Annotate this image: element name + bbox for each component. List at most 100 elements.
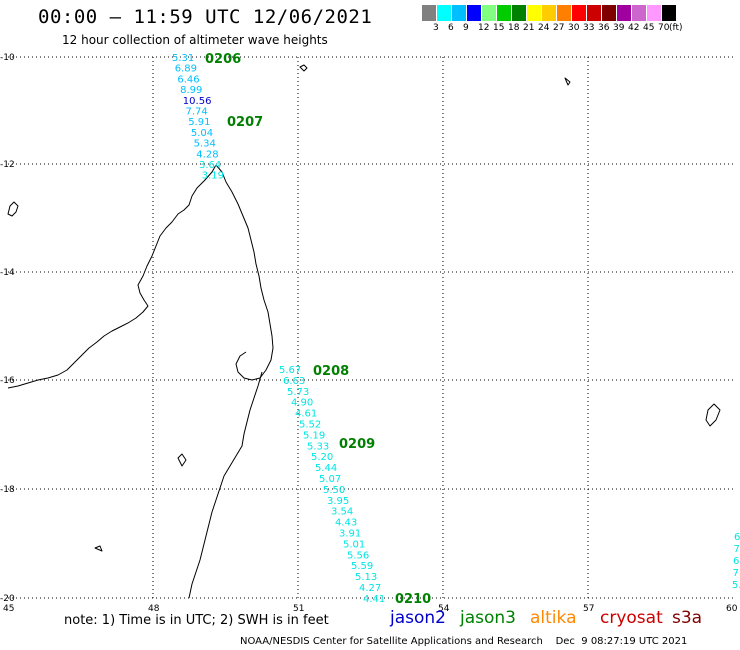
wave-height-label: 5.07 [319,474,341,485]
pass-time-labels: 0206 0207 0208 0209 0210 [205,52,431,607]
lat-label: -14 [0,268,15,278]
wave-height-label: 3.95 [327,496,349,507]
wave-height-label: 7. [733,568,740,579]
lat-label: -20 [0,594,15,604]
latitude-labels: -10 -12 -14 -16 -18 -20 [0,53,15,604]
colorbar-swatch [422,5,437,21]
colorbar-swatch [617,5,632,21]
wave-height-label: 10.56 [183,96,212,107]
wave-height-label: 3.19 [202,171,224,182]
lat-label: -10 [0,53,15,63]
wave-height-label: 5.73 [287,387,309,398]
map-frame [8,56,733,599]
wave-height-label: 6 [734,532,740,543]
colorbar-tick: 45 [643,23,655,33]
colorbar-tick: 9 [463,23,469,33]
satellite-jason3: jason3 [460,608,516,628]
colorbar-swatch [557,5,572,21]
wave-height-label: 3.91 [339,529,361,540]
map-subtitle: 12 hour collection of altimeter wave hei… [62,33,328,47]
footer-note: note: 1) Time is in UTC; 2) SWH is in fe… [64,613,329,628]
wave-height-label: 3.64 [199,160,221,171]
colorbar-swatch [497,5,512,21]
colorbar-swatch [647,5,662,21]
madagascar-coastline [7,164,217,389]
colorbar-swatch [467,5,482,21]
colorbar-swatch [542,5,557,21]
satellite-s3a: s3a [672,608,703,628]
mauritius-coast [705,403,721,427]
wave-height-label: 5.19 [303,430,325,441]
lon-label: 51 [293,604,304,614]
time-label: 0207 [227,115,263,130]
colorbar-tick: 18 [508,23,520,33]
colorbar-tick: 3 [433,23,439,33]
wave-height-label: 5.44 [315,463,337,474]
island-west [7,201,19,217]
colorbar-unit: (ft) [669,23,683,33]
wave-height-label: 4.27 [359,583,381,594]
wave-height-label: 5.34 [194,139,216,150]
colorbar-tick: 30 [568,23,580,33]
time-label: 0210 [395,592,431,607]
colorbar-swatch [602,5,617,21]
lon-label: 45 [3,604,14,614]
wave-height-label: 7.74 [186,107,208,118]
wave-height-label: 5.31 [172,53,194,64]
wave-height-label: 4.28 [196,149,218,160]
wave-height-label: 4.90 [291,398,313,409]
colorbar-tick: 42 [628,23,640,33]
wave-height-colorbar [422,5,677,21]
wave-height-label: 5.33 [307,441,329,452]
time-label: 0208 [313,364,349,379]
island-small [299,64,308,72]
colorbar-swatch [512,5,527,21]
satellite-jason2: jason2 [390,608,446,628]
wave-height-label: 6.63 [283,376,305,387]
colorbar-swatch [587,5,602,21]
colorbar-tick: 21 [523,23,535,33]
colorbar-swatch [632,5,647,21]
longitude-labels: 45 48 51 54 57 60 [3,604,738,614]
wave-height-label: 4.61 [295,409,317,420]
wave-height-label: 8.99 [180,85,202,96]
satellite-cryosat: cryosat [600,608,663,628]
wave-height-label: 5.67 [279,365,301,376]
colorbar-tick: 33 [583,23,595,33]
wave-height-label: 7. [734,544,740,555]
lat-label: -16 [0,376,15,386]
lon-label: 57 [583,604,594,614]
lon-label: 60 [726,604,738,614]
colorbar-swatch [452,5,467,21]
colorbar-swatch [482,5,497,21]
colorbar-tick: 39 [613,23,625,33]
colorbar-swatch [572,5,587,21]
wave-height-label: 5.5 [732,580,740,591]
altimeter-track-3: 67.6.7.5.5 [732,532,740,591]
island-east [564,77,571,86]
time-label: 0209 [339,437,375,452]
colorbar-tick: 12 [478,23,490,33]
wave-height-label: 6. [733,556,740,567]
wave-height-label: 5.59 [351,561,373,572]
coastline [7,64,721,599]
satellite-altika: altika [530,608,577,628]
colorbar-tick: 24 [538,23,550,33]
wave-height-label: 4.41 [363,594,385,605]
island-sw [94,545,103,552]
wave-height-label: 5.04 [191,128,213,139]
lon-label: 48 [148,604,160,614]
wave-height-label: 6.89 [175,64,197,75]
colorbar-tick: 70 [658,23,670,33]
lon-label: 54 [438,604,450,614]
lat-label: -12 [0,160,15,170]
wave-height-label: 5.52 [299,420,321,431]
altimeter-track-2: 5.676.635.734.904.615.525.195.335.205.44… [279,365,385,605]
wave-height-label: 5.13 [355,572,377,583]
colorbar-tick: 6 [448,23,454,33]
madagascar-south [188,371,263,599]
graticule [8,57,733,598]
madagascar-east-coast [215,164,274,381]
wave-height-label: 3.54 [331,507,353,518]
